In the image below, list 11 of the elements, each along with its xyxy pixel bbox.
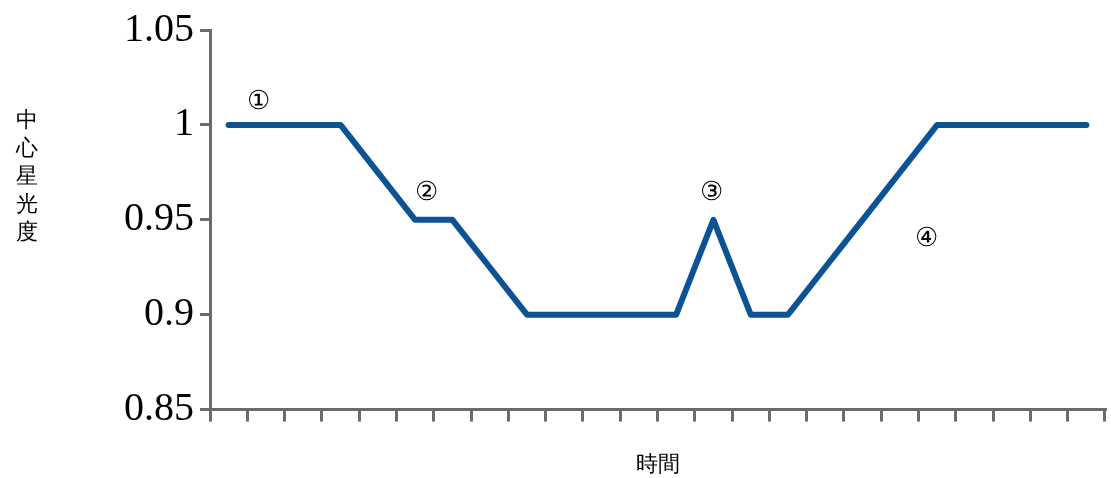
- y-tick-label: 1: [174, 99, 194, 145]
- y-tick-label: 0.95: [124, 194, 194, 240]
- annotation: ④: [914, 222, 938, 252]
- y-tick-label: 1.05: [124, 4, 194, 50]
- annotation: ②: [414, 177, 438, 207]
- annotation: ①: [246, 85, 270, 115]
- y-tick-label: 0.9: [144, 289, 194, 335]
- y-axis-title: 中心星光度: [14, 106, 39, 246]
- x-axis-title: 時間: [635, 450, 680, 476]
- annotation: ③: [700, 177, 724, 207]
- y-tick-label: 0.85: [124, 384, 194, 430]
